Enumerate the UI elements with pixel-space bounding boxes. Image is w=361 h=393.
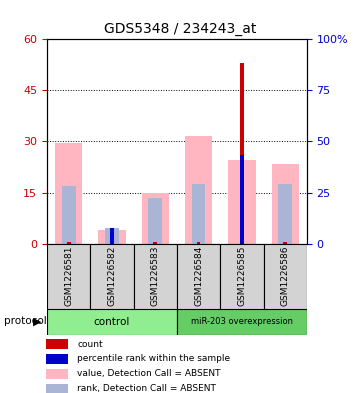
Bar: [240, 155, 244, 244]
Bar: [55, 143, 82, 244]
Bar: [45, 354, 68, 364]
Text: percentile rank within the sample: percentile rank within the sample: [77, 354, 231, 364]
FancyBboxPatch shape: [177, 244, 220, 309]
Bar: [153, 242, 157, 244]
Bar: [148, 198, 162, 244]
Text: ▶: ▶: [33, 316, 42, 327]
Bar: [67, 242, 70, 244]
Text: GSM1226581: GSM1226581: [64, 246, 73, 306]
Bar: [185, 136, 212, 244]
Text: control: control: [94, 317, 130, 327]
Text: GDS5348 / 234243_at: GDS5348 / 234243_at: [104, 22, 257, 37]
Bar: [45, 339, 68, 349]
Text: GSM1226584: GSM1226584: [194, 246, 203, 306]
Text: GSM1226582: GSM1226582: [108, 246, 116, 306]
Bar: [105, 228, 119, 244]
Text: GSM1226586: GSM1226586: [281, 246, 290, 306]
Bar: [45, 384, 68, 393]
Bar: [110, 242, 114, 244]
Text: rank, Detection Call = ABSENT: rank, Detection Call = ABSENT: [77, 384, 216, 393]
FancyBboxPatch shape: [177, 309, 307, 335]
Bar: [197, 242, 200, 244]
Text: GSM1226585: GSM1226585: [238, 246, 246, 306]
Bar: [142, 193, 169, 244]
FancyBboxPatch shape: [90, 244, 134, 309]
FancyBboxPatch shape: [264, 244, 307, 309]
FancyBboxPatch shape: [220, 244, 264, 309]
Bar: [278, 184, 292, 244]
FancyBboxPatch shape: [47, 244, 90, 309]
Bar: [62, 186, 75, 244]
Bar: [192, 184, 205, 244]
Text: miR-203 overexpression: miR-203 overexpression: [191, 317, 293, 326]
Bar: [98, 230, 126, 244]
Text: count: count: [77, 340, 103, 349]
Bar: [283, 242, 287, 244]
Text: value, Detection Call = ABSENT: value, Detection Call = ABSENT: [77, 369, 221, 378]
Text: GSM1226583: GSM1226583: [151, 246, 160, 306]
FancyBboxPatch shape: [134, 244, 177, 309]
Bar: [240, 63, 244, 244]
Bar: [45, 369, 68, 379]
Bar: [110, 228, 114, 244]
Text: protocol: protocol: [4, 316, 46, 327]
Bar: [228, 160, 256, 244]
Bar: [271, 163, 299, 244]
FancyBboxPatch shape: [47, 309, 177, 335]
